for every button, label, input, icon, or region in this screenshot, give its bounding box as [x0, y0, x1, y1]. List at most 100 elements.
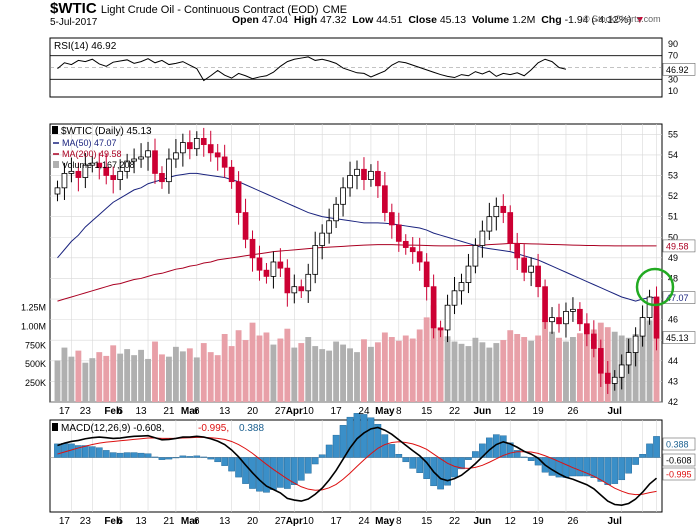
- candle-body: [458, 282, 465, 292]
- candle-body: [89, 162, 96, 166]
- ma200-legend: MA(200) 49.58: [62, 149, 122, 159]
- macd-histogram-bar: [61, 443, 68, 458]
- candle-body: [61, 173, 68, 189]
- x-tick-label: 6: [117, 406, 123, 417]
- x-tick-label: 17: [59, 516, 71, 527]
- macd-histogram-bar: [270, 457, 277, 490]
- candle-body: [597, 348, 604, 374]
- volume-bar: [507, 330, 514, 402]
- candle-body: [228, 166, 235, 183]
- x-tick-label: 23: [80, 406, 92, 417]
- macd-histogram-bar: [611, 457, 619, 484]
- x-tick-label: Feb: [104, 406, 122, 417]
- volume-bar: [159, 354, 165, 402]
- candle-body: [145, 150, 151, 158]
- candle-body: [653, 296, 660, 339]
- candle-body: [256, 257, 263, 271]
- volume-bar: [326, 350, 333, 402]
- open-value: 47.04: [261, 14, 289, 26]
- x-tick-label: 15: [421, 406, 433, 417]
- volume-bar: [570, 337, 576, 402]
- volume-bar: [340, 344, 346, 402]
- candle-body: [375, 170, 381, 187]
- volume-bar: [423, 317, 430, 402]
- macd-histogram-bar: [130, 452, 138, 458]
- macd-histogram-bar: [158, 457, 166, 460]
- symbol: $WTIC: [50, 0, 97, 17]
- macd-histogram-bar: [583, 457, 591, 477]
- volume-bar: [500, 340, 507, 402]
- volume-bar: [103, 355, 110, 402]
- volume-bar: [242, 340, 249, 402]
- candle-body: [193, 138, 200, 150]
- candle-body: [117, 170, 124, 180]
- candle-body: [166, 158, 172, 183]
- volume-bar: [590, 329, 597, 402]
- macd-histogram-bar: [416, 457, 424, 473]
- volume-bar: [472, 337, 479, 402]
- macd-histogram-bar: [346, 416, 354, 458]
- x-tick-label: 13: [219, 406, 231, 417]
- volume-bar: [458, 343, 465, 402]
- macd-value-tag: -0.608: [666, 456, 692, 466]
- volume-bar: [416, 329, 423, 402]
- x-tick-label: 12: [505, 516, 517, 527]
- x-tick-label: 19: [533, 516, 545, 527]
- volume-bar: [270, 344, 277, 402]
- volume-bar: [465, 346, 472, 402]
- macd-histogram-bar: [221, 457, 228, 466]
- volume-bar: [493, 343, 500, 402]
- macd-histogram-bar: [639, 454, 646, 458]
- chg-arrow-icon: ▼: [634, 14, 646, 26]
- candle-body: [493, 205, 500, 218]
- volume-bar: [402, 335, 409, 402]
- x-tick-label: 8: [396, 406, 402, 417]
- candle-body: [437, 327, 444, 331]
- candle-body: [319, 232, 326, 246]
- volume-bar: [583, 334, 590, 402]
- macd-histogram-bar: [472, 451, 479, 458]
- macd-histogram-bar: [75, 445, 82, 458]
- macd-histogram-bar: [242, 457, 249, 484]
- ma200-line: [57, 242, 657, 302]
- candle-body: [486, 216, 493, 232]
- x-tick-label: 6: [194, 516, 200, 527]
- x-tick-label: 27: [275, 516, 287, 527]
- rsi-current-label-box: [662, 63, 696, 76]
- candle-body: [472, 245, 479, 267]
- macd-histogram-bar: [304, 457, 312, 474]
- candle-body: [131, 158, 137, 162]
- macd-histogram-bar: [367, 417, 375, 458]
- macd-histogram-bar: [520, 456, 528, 458]
- candle-body: [214, 152, 221, 158]
- volume-bar: [514, 334, 521, 402]
- candle-body: [521, 257, 528, 273]
- candle-body: [451, 290, 458, 306]
- volume-bar: [228, 346, 235, 402]
- macd-histogram-bar: [165, 457, 173, 460]
- candle-body: [625, 352, 632, 366]
- candle-body: [103, 166, 110, 176]
- macd-histogram-bar: [109, 452, 117, 458]
- volume-bar: [221, 334, 228, 402]
- macd-panel: MACD(12,26,9) -0.608, -0.995, 0.388 0.388 -0…: [49, 413, 696, 513]
- candle-body: [242, 212, 249, 240]
- volume-bar: [249, 322, 256, 402]
- macd-histogram-bar: [548, 457, 556, 476]
- low-label: Low: [352, 14, 374, 26]
- candle-body: [173, 152, 179, 160]
- x-tick-label: Jul: [607, 406, 622, 417]
- volume-bar: [54, 360, 61, 402]
- candle-body: [263, 269, 270, 277]
- macd-histogram-bar: [144, 453, 152, 458]
- candle-body: [333, 203, 339, 222]
- x-tick-label: 19: [533, 406, 545, 417]
- macd-histogram-bar: [339, 425, 347, 458]
- candle-body: [235, 181, 242, 213]
- candle-body: [284, 267, 291, 294]
- volume-bar: [131, 355, 138, 402]
